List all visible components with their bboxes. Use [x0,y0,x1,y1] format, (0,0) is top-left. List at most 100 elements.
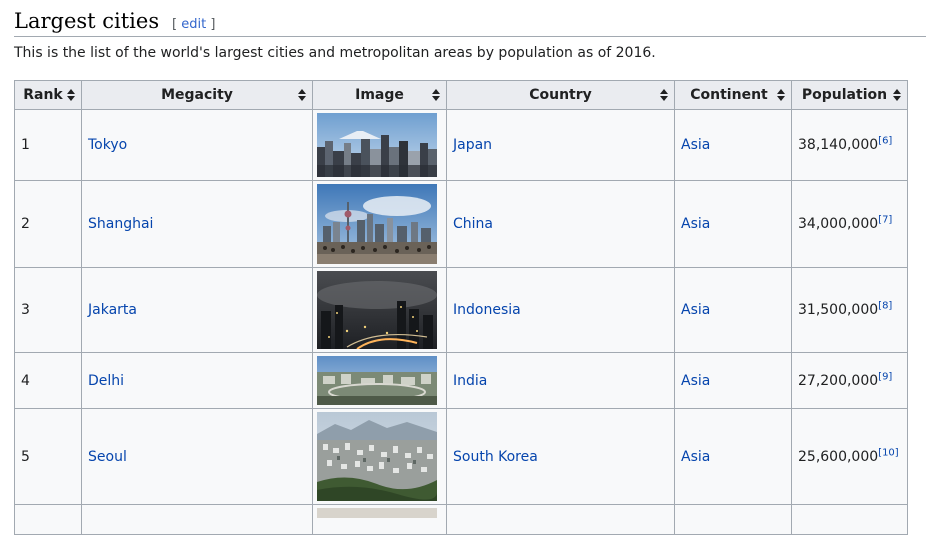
population-cell [791,504,908,535]
citation-link[interactable]: [6] [878,135,893,147]
table-row: 4 Delhi [14,352,908,409]
sort-icon[interactable] [432,89,440,101]
country-link-south-korea[interactable]: South Korea [453,448,538,465]
city-link-shanghai[interactable]: Shanghai [88,216,154,232]
continent-cell [674,504,792,535]
population-cell: 25,600,000[10] [791,408,908,505]
continent-cell: Asia [674,109,792,181]
population-value: 31,500,000 [798,302,879,318]
header-megacity[interactable]: Megacity [81,80,313,110]
population-value: 25,600,000 [798,448,879,465]
country-cell: South Korea [446,408,675,505]
city-cell: Jakarta [81,267,313,353]
continent-cell: Asia [674,180,792,268]
population-cell: 31,500,000[8] [791,267,908,353]
edit-bracket-close: ] [210,17,216,32]
image-cell [312,504,447,535]
image-cell [312,408,447,505]
header-label: Continent [690,87,768,103]
header-label: Image [355,87,404,103]
sort-icon[interactable] [893,89,901,101]
country-link-japan[interactable]: Japan [453,137,493,153]
jakarta-night-image[interactable] [317,271,437,349]
city-cell [81,504,313,535]
continent-cell: Asia [674,352,792,409]
table-row: 5 Seoul [14,408,908,505]
population-cell: 34,000,000[7] [791,180,908,268]
city-link-delhi[interactable]: Delhi [88,372,125,389]
citation: [7] [878,214,892,225]
header-label: Population [801,87,888,103]
city-link-tokyo[interactable]: Tokyo [88,137,128,153]
sort-icon[interactable] [298,89,306,101]
table-row: 3 Jakarta [14,267,908,353]
country-link-china[interactable]: China [453,216,493,232]
country-cell: India [446,352,675,409]
header-rank[interactable]: Rank [14,80,82,110]
city-cell: Delhi [81,352,313,409]
edit-bracket-open: [ [172,17,178,32]
citation: [6] [878,135,892,146]
citation-link[interactable]: [10] [878,446,899,458]
image-cell [312,352,447,409]
intro-paragraph: This is the list of the world's largest … [14,45,656,61]
edit-section-link[interactable]: edit [181,17,207,32]
rank-cell: 5 [14,408,82,505]
population-value: 34,000,000 [798,216,879,232]
country-link-indonesia[interactable]: Indonesia [453,302,521,318]
citation: [10] [878,447,899,458]
citation-link[interactable]: [9] [878,370,893,382]
header-label: Rank [23,87,63,103]
city-cell: Shanghai [81,180,313,268]
header-label: Megacity [161,87,233,103]
image-cell [312,109,447,181]
edit-section: [ edit ] [172,17,215,32]
table-row: 2 Shanghai [14,180,908,268]
city-link-jakarta[interactable]: Jakarta [88,302,137,318]
table-row [14,504,908,535]
city-cell: Seoul [81,408,313,505]
country-cell: Japan [446,109,675,181]
population-value: 27,200,000 [798,372,879,389]
header-population[interactable]: Population [791,80,908,110]
shanghai-skyline-image[interactable] [317,184,437,264]
largest-cities-table: Rank Megacity Image Country Continent Po… [14,80,908,535]
continent-link-asia[interactable]: Asia [681,372,711,389]
country-link-india[interactable]: India [453,372,488,389]
population-cell: 38,140,000[6] [791,109,908,181]
country-cell [446,504,675,535]
continent-cell: Asia [674,408,792,505]
population-value: 38,140,000 [798,137,879,153]
rank-cell: 2 [14,180,82,268]
city-link-seoul[interactable]: Seoul [88,448,127,465]
seoul-aerial-image[interactable] [317,412,437,501]
section-title: Largest cities [14,9,160,33]
delhi-panorama-image[interactable] [317,356,437,405]
header-country[interactable]: Country [446,80,675,110]
citation-link[interactable]: [8] [878,300,893,312]
rank-cell: 1 [14,109,82,181]
city-image[interactable] [317,508,437,518]
continent-link-asia[interactable]: Asia [681,448,711,465]
country-cell: China [446,180,675,268]
sort-icon[interactable] [660,89,668,101]
citation: [9] [878,371,892,382]
rank-cell [14,504,82,535]
sort-icon[interactable] [777,89,785,101]
country-cell: Indonesia [446,267,675,353]
table-row: 1 Tokyo [14,109,908,181]
header-image[interactable]: Image [312,80,447,110]
table-header-row: Rank Megacity Image Country Continent Po… [14,80,908,110]
image-cell [312,267,447,353]
citation-link[interactable]: [7] [878,214,893,226]
continent-link-asia[interactable]: Asia [681,302,711,318]
continent-link-asia[interactable]: Asia [681,137,711,153]
continent-link-asia[interactable]: Asia [681,216,711,232]
tokyo-skyline-image[interactable] [317,113,437,177]
citation: [8] [878,300,892,311]
header-continent[interactable]: Continent [674,80,792,110]
header-label: Country [529,87,592,103]
continent-cell: Asia [674,267,792,353]
rank-cell: 3 [14,267,82,353]
sort-icon[interactable] [67,89,75,101]
